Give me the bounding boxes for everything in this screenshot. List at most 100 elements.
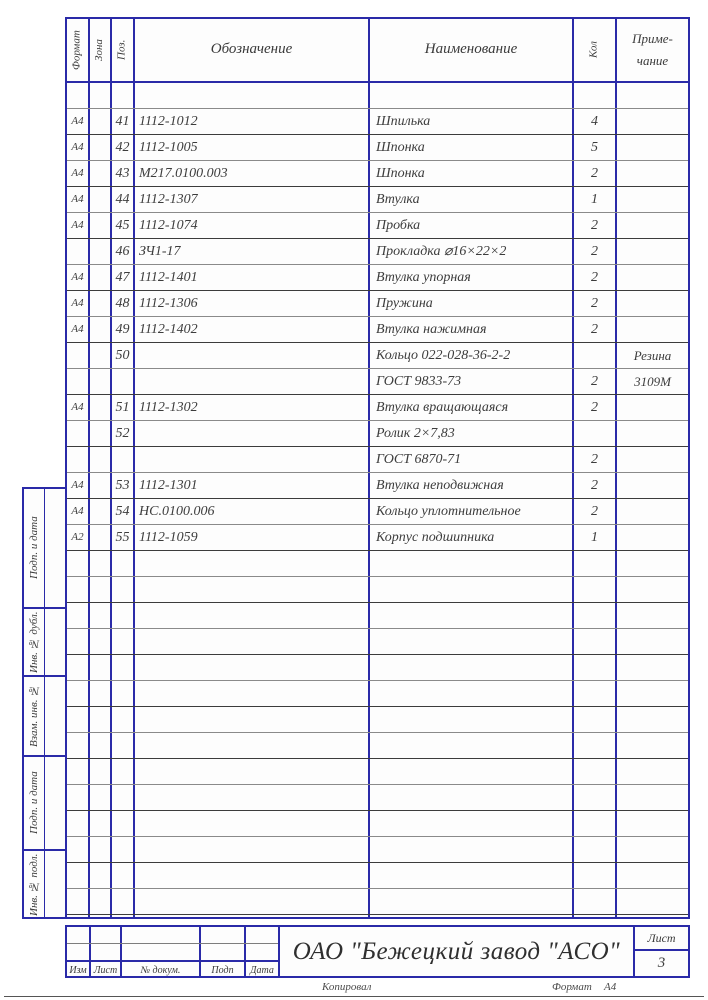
- cell-pos: 50: [115, 348, 130, 363]
- cell-designation: 1112-1012: [139, 114, 198, 129]
- row-separator: [67, 706, 688, 707]
- cell-qty: 5: [591, 140, 598, 155]
- cell-qty: 4: [591, 114, 598, 129]
- cell-format: А4: [71, 271, 84, 283]
- cell-pos: 54: [115, 504, 130, 519]
- cell-name: Шпонка: [376, 166, 425, 181]
- row-separator: [67, 186, 688, 187]
- cell-name: Прокладка ⌀16×22×2: [376, 244, 507, 259]
- cell-note: Резина: [633, 348, 672, 363]
- cell-name: Кольцо уплотнительное: [376, 504, 521, 519]
- row-separator: [67, 888, 688, 889]
- cell-designation: 1112-1005: [139, 140, 198, 155]
- format-label: Формат: [552, 981, 592, 993]
- cell-qty: 2: [591, 244, 598, 259]
- header-format: Формат: [70, 30, 83, 70]
- row-separator: [67, 784, 688, 785]
- side-strip-divider: [24, 849, 65, 851]
- row-separator: [67, 368, 688, 369]
- cell-designation: 1112-1307: [139, 192, 198, 207]
- row-separator: [67, 238, 688, 239]
- cell-qty: 2: [591, 452, 598, 467]
- row-separator: [67, 420, 688, 421]
- cell-pos: 53: [115, 478, 130, 493]
- cell-qty: 2: [591, 374, 598, 389]
- cell-designation: М217.0100.003: [139, 166, 228, 181]
- cell-pos: 43: [115, 166, 130, 181]
- row-separator: [67, 290, 688, 291]
- cell-name: Втулка неподвижная: [376, 478, 504, 493]
- tb-col-data: Дата: [250, 964, 274, 976]
- row-separator: [67, 810, 688, 811]
- cell-format: А4: [71, 297, 84, 309]
- sheet-panel: Лист 3: [635, 927, 688, 976]
- cell-designation: 1112-1302: [139, 400, 198, 415]
- side-field-3: Взам. инв. №: [28, 684, 40, 748]
- cell-qty: 2: [591, 166, 598, 181]
- cell-name: Шпилька: [376, 114, 431, 129]
- row-separator: [67, 316, 688, 317]
- cell-pos: 48: [115, 296, 130, 311]
- copied-by-label: Копировал: [322, 981, 372, 993]
- cell-name: Втулка вращающаяся: [376, 400, 509, 415]
- cell-qty: 2: [591, 504, 598, 519]
- cell-name: Пробка: [376, 218, 421, 233]
- company-name: ОАО "Бежецкий завод "АСО": [292, 937, 621, 965]
- row-separator: [67, 498, 688, 499]
- cell-note: 3109М: [634, 374, 671, 389]
- cell-format: А4: [71, 115, 84, 127]
- cell-pos: 49: [115, 322, 130, 337]
- tb-line-podp: [244, 927, 246, 976]
- row-separator: [67, 654, 688, 655]
- row-separator: [67, 212, 688, 213]
- col-line-pos: [133, 19, 135, 917]
- row-separator: [67, 394, 688, 395]
- row-separator: [67, 732, 688, 733]
- cell-qty: 2: [591, 478, 598, 493]
- row-separator: [67, 628, 688, 629]
- header-note-line2: чание: [636, 53, 669, 69]
- cell-pos: 55: [115, 530, 130, 545]
- cell-designation: 1112-1059: [139, 530, 198, 545]
- cell-name: Корпус подшипника: [376, 530, 495, 545]
- cell-format: А4: [71, 193, 84, 205]
- cell-format: А4: [71, 479, 84, 491]
- cell-pos: 46: [115, 244, 130, 259]
- cell-format: А4: [71, 323, 84, 335]
- cell-pos: 52: [115, 426, 130, 441]
- cell-qty: 2: [591, 322, 598, 337]
- tb-col-list: Лист: [93, 964, 118, 976]
- row-separator: [67, 264, 688, 265]
- header-rule: [67, 81, 688, 83]
- cell-designation: 1112-1301: [139, 478, 198, 493]
- side-field-4: Подп. и дата: [28, 771, 40, 835]
- cell-name: Ролик 2×7,83: [376, 426, 455, 441]
- row-separator: [67, 342, 688, 343]
- tb-col-ndocum: № докум.: [140, 964, 181, 976]
- cell-designation: ЗЧ1-17: [139, 244, 181, 259]
- row-separator: [67, 550, 688, 551]
- cell-pos: 45: [115, 218, 130, 233]
- row-separator: [67, 134, 688, 135]
- tb-line-izm: [89, 927, 91, 976]
- sheet-outer-edge: [4, 4, 704, 997]
- title-block-side-strip: Подп. и дата Инв. № дубл. Взам. инв. № Подп…: [22, 487, 67, 919]
- col-line-zone: [110, 19, 112, 917]
- cell-designation: НС.0100.006: [139, 504, 215, 519]
- cell-name: ГОСТ 6870-71: [376, 452, 462, 467]
- header-note-line1: Приме-: [632, 31, 673, 47]
- tb-row-line-2: [67, 960, 278, 962]
- cell-format: А4: [71, 401, 84, 413]
- format-value: А4: [604, 981, 617, 993]
- header-name: Наименование: [424, 41, 518, 58]
- cell-designation: 1112-1402: [139, 322, 198, 337]
- side-field-5: Инв. № подл.: [28, 853, 40, 917]
- row-separator: [67, 446, 688, 447]
- cell-name: Втулка нажимная: [376, 322, 487, 337]
- cell-name: ГОСТ 9833-73: [376, 374, 462, 389]
- side-strip-divider: [24, 755, 65, 757]
- sheet-number: 3: [657, 955, 666, 971]
- row-separator: [67, 160, 688, 161]
- cell-designation: 1112-1074: [139, 218, 198, 233]
- cell-pos: 47: [115, 270, 130, 285]
